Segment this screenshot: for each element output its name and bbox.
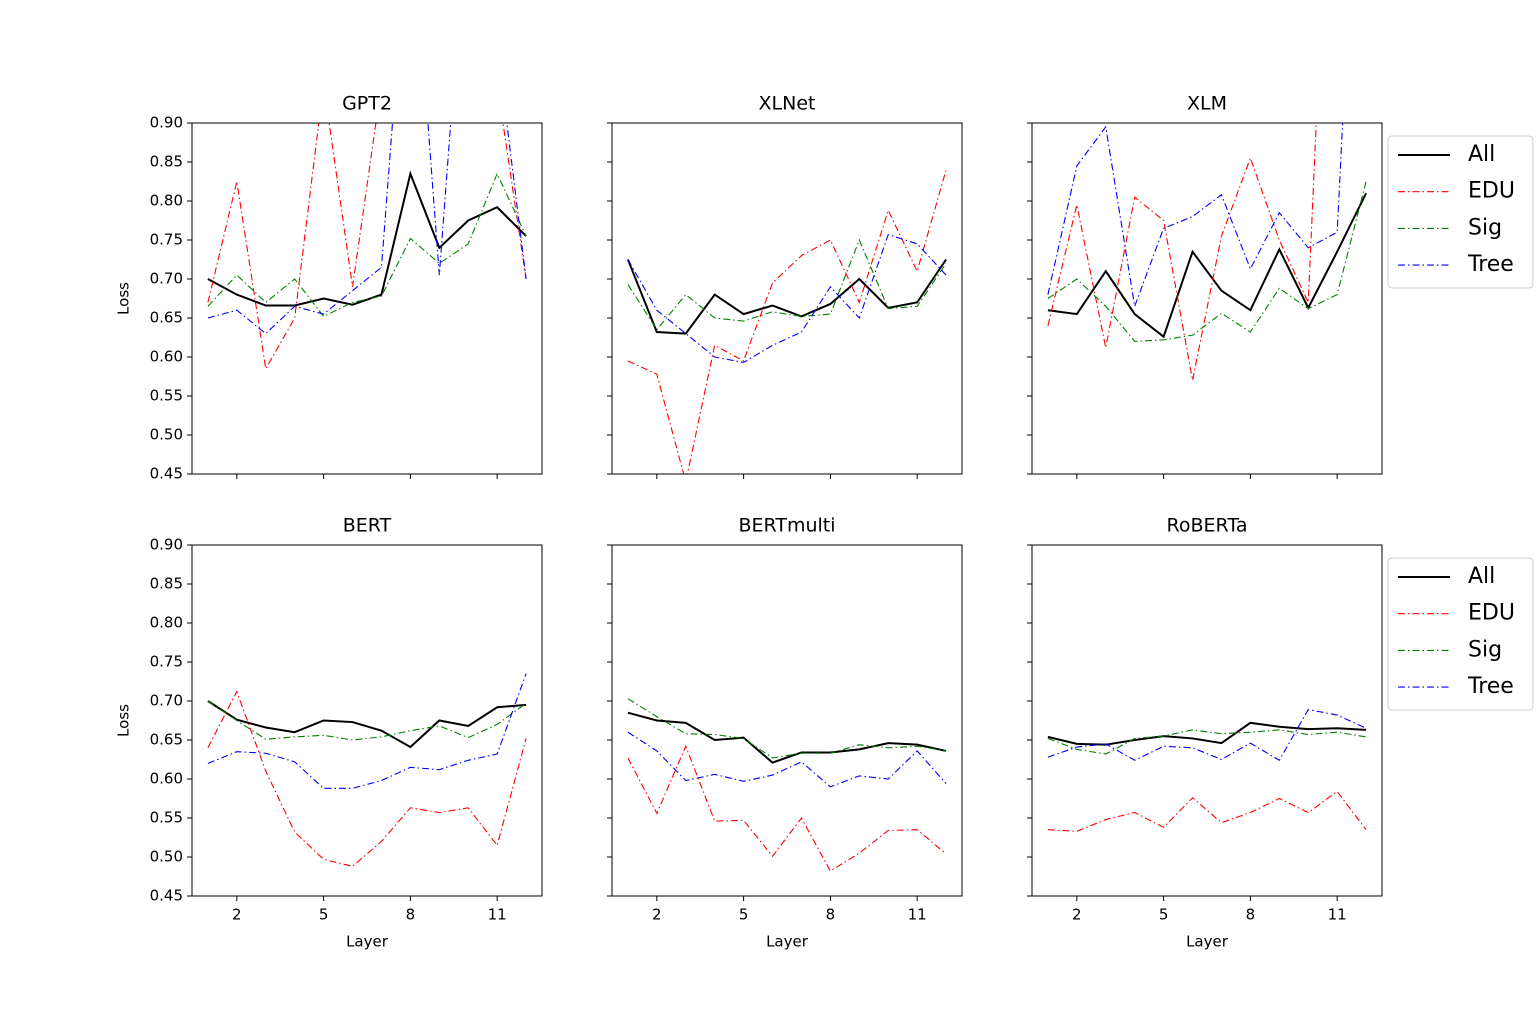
- x-tick-label: 5: [319, 906, 329, 924]
- x-tick-label: 8: [1246, 906, 1256, 924]
- x-tick-label: 5: [1159, 906, 1169, 924]
- y-tick-label: 0.75: [150, 231, 183, 249]
- lines: [626, 169, 947, 474]
- plot-frame: [1031, 122, 1383, 475]
- y-tick-label: 0.60: [150, 348, 183, 366]
- y-tick-label: 0.90: [150, 536, 183, 554]
- series-line: [1047, 123, 1317, 381]
- x-tick-label: 2: [1072, 906, 1082, 924]
- series-line: [207, 673, 527, 789]
- legend-label: Tree: [1467, 252, 1514, 277]
- y-axis-label: Loss: [115, 282, 133, 315]
- series-line: [627, 238, 947, 331]
- y-tick-label: 0.65: [150, 731, 183, 749]
- x-tick-label: 5: [739, 906, 749, 924]
- series-line: [627, 233, 947, 364]
- x-axis-label: Layer: [766, 933, 809, 951]
- legend: All EDU Sig Tree: [1387, 557, 1534, 711]
- series-line: [1047, 181, 1367, 342]
- series-line: [627, 711, 947, 764]
- subplot: XLM All EDU Sig Tree: [1027, 93, 1534, 479]
- series-line: [207, 690, 527, 867]
- subplot: BERT 0.45 0.50 0.55 0.60 0.65 0.70 0.75 0.80 0.85…: [115, 515, 543, 951]
- subplot-title: BERTmulti: [738, 515, 835, 537]
- subplot-title: BERT: [343, 515, 392, 537]
- lines: [207, 673, 527, 867]
- legend: All EDU Sig Tree: [1387, 135, 1534, 289]
- y-tick-label: 0.50: [150, 426, 183, 444]
- x-tick-label: 11: [908, 906, 927, 924]
- subplot: BERTmulti 2 5 8 11 Layer: [607, 515, 963, 951]
- y-tick-label: 0.55: [150, 387, 183, 405]
- x-axis-label: Layer: [1186, 933, 1229, 951]
- series-line: [207, 170, 527, 307]
- lines: [1047, 708, 1367, 832]
- x-tick-label: 8: [826, 906, 836, 924]
- x-tick-label: 8: [406, 906, 416, 924]
- y-tick-label: 0.85: [150, 153, 183, 171]
- plot-frame: [611, 122, 963, 475]
- legend-label: Sig: [1468, 215, 1502, 240]
- plot-frame: [191, 122, 543, 475]
- x-axis-label: Layer: [346, 933, 389, 951]
- series-line: [207, 172, 527, 318]
- series-line: [1047, 708, 1367, 762]
- series-line: [627, 744, 947, 872]
- x-tick-label: 11: [488, 906, 507, 924]
- y-tick-label: 0.90: [150, 114, 183, 132]
- legend-label: Tree: [1467, 674, 1514, 699]
- y-tick-label: 0.45: [150, 465, 183, 483]
- series-line: [1047, 123, 1344, 309]
- subplot-title: GPT2: [342, 93, 392, 115]
- y-tick-label: 0.65: [150, 309, 183, 327]
- y-tick-label: 0.55: [150, 809, 183, 827]
- x-tick-label: 2: [232, 906, 242, 924]
- y-tick-label: 0.80: [150, 614, 183, 632]
- legend-frame: [1387, 135, 1534, 289]
- series-line: [627, 731, 947, 788]
- series-line: [207, 700, 527, 741]
- legend-label: Sig: [1468, 637, 1502, 662]
- subplot: RoBERTa 2 5 8 11 Layer All EDU Sig Tree: [1027, 515, 1534, 951]
- y-tick-label: 0.70: [150, 270, 183, 288]
- y-tick-label: 0.45: [150, 887, 183, 905]
- series-line: [626, 258, 947, 335]
- lines: [627, 698, 947, 872]
- series-line: [207, 123, 527, 371]
- legend-label: EDU: [1468, 601, 1515, 626]
- lines: [207, 123, 527, 371]
- series-line: [1047, 729, 1367, 755]
- y-tick-label: 0.75: [150, 653, 183, 671]
- x-tick-label: 2: [652, 906, 662, 924]
- subplot: GPT2 0.45 0.50 0.55 0.60 0.65 0.70 0.75 0.80 0.85…: [115, 93, 543, 483]
- y-tick-label: 0.80: [150, 192, 183, 210]
- y-tick-label: 0.85: [150, 575, 183, 593]
- series-line: [207, 123, 527, 335]
- y-tick-label: 0.50: [150, 848, 183, 866]
- subplot-title: XLNet: [759, 93, 816, 115]
- series-line: [207, 700, 527, 749]
- legend-label: EDU: [1468, 179, 1515, 204]
- plot-frame: [1031, 544, 1383, 897]
- plot-frame: [611, 544, 963, 897]
- legend-label: All: [1468, 564, 1495, 589]
- subplot-title: XLM: [1187, 93, 1227, 115]
- legend-label: All: [1468, 142, 1495, 167]
- series-line: [1047, 790, 1367, 832]
- subplot: XLNet: [607, 93, 963, 479]
- legend-frame: [1387, 557, 1534, 711]
- series-line: [627, 698, 947, 759]
- series-line: [1047, 192, 1367, 339]
- plot-frame: [191, 544, 543, 897]
- y-tick-label: 0.70: [150, 692, 183, 710]
- subplot-title: RoBERTa: [1167, 515, 1248, 537]
- y-tick-label: 0.60: [150, 770, 183, 788]
- y-axis-label: Loss: [115, 704, 133, 737]
- x-tick-label: 11: [1328, 906, 1347, 924]
- lines: [1047, 123, 1367, 381]
